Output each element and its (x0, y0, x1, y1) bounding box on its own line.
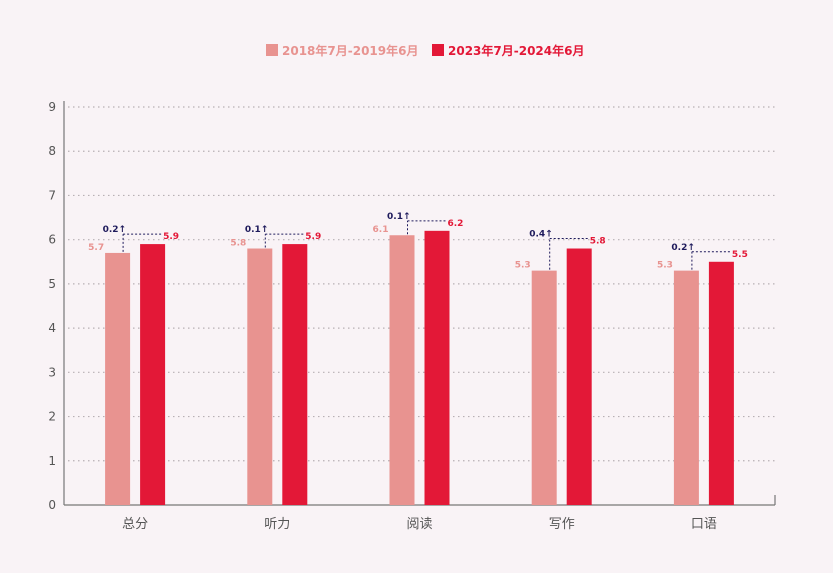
y-tick-label: 2 (48, 410, 56, 424)
y-tick-label: 6 (48, 233, 56, 247)
change-label: 0.1↑ (245, 225, 268, 235)
y-tick-label: 0 (48, 498, 56, 512)
data-label-series-1: 5.7 (88, 243, 104, 253)
bar-series-1 (531, 270, 557, 505)
y-tick-label: 5 (48, 277, 56, 291)
data-label-series-1: 5.3 (657, 261, 673, 271)
y-tick-label: 1 (48, 454, 56, 468)
data-label-series-1: 5.8 (230, 239, 246, 249)
legend-label: 2018年7月-2019年6月 (282, 43, 418, 58)
bar-series-1 (247, 248, 273, 505)
data-label-series-2: 5.5 (732, 250, 748, 260)
data-label-series-2: 5.8 (590, 237, 606, 247)
y-tick-label: 9 (48, 100, 56, 114)
bar-series-1 (389, 235, 415, 505)
data-label-series-2: 6.2 (448, 219, 464, 229)
x-tick-label: 阅读 (406, 517, 432, 532)
legend-label: 2023年7月-2024年6月 (448, 43, 584, 58)
data-label-series-2: 5.9 (163, 232, 179, 242)
x-tick-label: 口语 (691, 517, 717, 532)
change-label: 0.4↑ (529, 230, 552, 240)
data-label-series-1: 6.1 (373, 225, 389, 235)
bar-series-2 (566, 248, 592, 505)
bar-series-1 (105, 252, 131, 505)
change-label: 0.2↑ (671, 243, 694, 253)
bar-series-2 (424, 230, 450, 506)
y-tick-label: 7 (48, 188, 56, 202)
data-label-series-2: 5.9 (305, 232, 321, 242)
x-tick-label: 写作 (549, 517, 575, 532)
data-label-series-1: 5.3 (515, 261, 531, 271)
bar-series-2 (282, 244, 308, 506)
change-label: 0.2↑ (103, 225, 126, 235)
bar-series-2 (140, 244, 166, 506)
x-tick-label: 总分 (122, 517, 148, 532)
bar-series-2 (708, 261, 734, 505)
x-tick-label: 听力 (264, 517, 290, 532)
y-tick-label: 3 (48, 365, 56, 379)
bar-series-1 (673, 270, 699, 505)
legend-swatch (266, 44, 278, 56)
y-tick-label: 8 (48, 144, 56, 158)
y-tick-label: 4 (48, 321, 56, 335)
change-label: 0.1↑ (387, 212, 410, 222)
legend-swatch (432, 44, 444, 56)
